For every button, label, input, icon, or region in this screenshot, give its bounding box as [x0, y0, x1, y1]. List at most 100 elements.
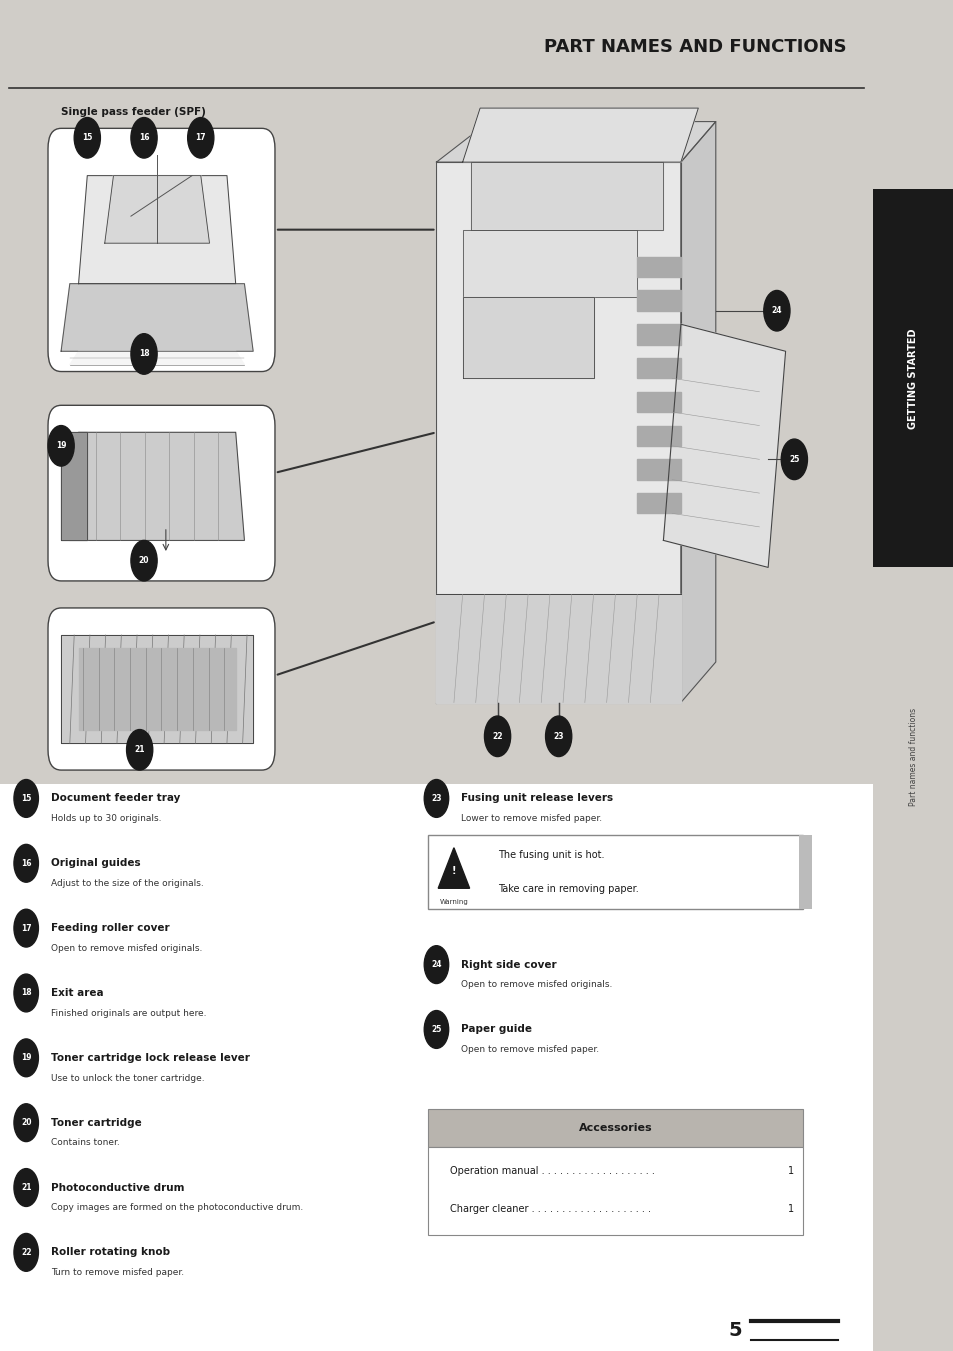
Text: 5: 5	[727, 1321, 741, 1340]
Text: Warning: Warning	[439, 900, 468, 905]
Polygon shape	[680, 122, 715, 703]
Polygon shape	[61, 635, 253, 743]
Circle shape	[763, 290, 789, 331]
Text: 24: 24	[431, 961, 441, 969]
Text: Roller rotating knob: Roller rotating knob	[51, 1247, 170, 1258]
FancyBboxPatch shape	[427, 835, 802, 909]
Text: 21: 21	[21, 1183, 31, 1192]
FancyBboxPatch shape	[48, 405, 274, 581]
Polygon shape	[70, 351, 244, 365]
Text: 23: 23	[431, 794, 441, 802]
Text: 1: 1	[787, 1204, 794, 1215]
Polygon shape	[61, 284, 253, 351]
Polygon shape	[637, 392, 680, 412]
Text: 18: 18	[21, 989, 31, 997]
Text: Use to unlock the toner cartridge.: Use to unlock the toner cartridge.	[51, 1074, 204, 1082]
FancyBboxPatch shape	[48, 608, 274, 770]
Text: Toner cartridge: Toner cartridge	[51, 1117, 141, 1128]
Text: 1: 1	[787, 1166, 794, 1177]
Circle shape	[14, 1169, 38, 1206]
Text: 25: 25	[431, 1025, 441, 1034]
Polygon shape	[637, 459, 680, 480]
Circle shape	[14, 1233, 38, 1271]
Circle shape	[14, 974, 38, 1012]
Text: 17: 17	[195, 134, 206, 142]
Polygon shape	[78, 176, 235, 284]
Text: 15: 15	[21, 794, 31, 802]
Text: Open to remove misfed paper.: Open to remove misfed paper.	[460, 1046, 598, 1054]
Circle shape	[74, 118, 100, 158]
Circle shape	[424, 1011, 448, 1048]
Polygon shape	[436, 594, 680, 703]
Circle shape	[424, 780, 448, 817]
Text: Copy images are formed on the photoconductive drum.: Copy images are formed on the photocondu…	[51, 1204, 302, 1212]
Circle shape	[14, 1039, 38, 1077]
Text: Lower to remove misfed paper.: Lower to remove misfed paper.	[460, 815, 601, 823]
FancyBboxPatch shape	[0, 0, 872, 88]
Circle shape	[14, 1104, 38, 1142]
Text: 15: 15	[82, 134, 92, 142]
Text: 17: 17	[21, 924, 31, 932]
Circle shape	[131, 334, 157, 374]
Text: 18: 18	[138, 350, 150, 358]
Text: Open to remove misfed originals.: Open to remove misfed originals.	[460, 981, 612, 989]
Circle shape	[48, 426, 74, 466]
Text: 23: 23	[553, 732, 563, 740]
Text: Holds up to 30 originals.: Holds up to 30 originals.	[51, 815, 161, 823]
Text: Turn to remove misfed paper.: Turn to remove misfed paper.	[51, 1269, 184, 1277]
Circle shape	[188, 118, 213, 158]
Text: Paper guide: Paper guide	[460, 1024, 532, 1035]
Polygon shape	[637, 493, 680, 513]
Polygon shape	[70, 432, 244, 540]
Text: 21: 21	[134, 746, 145, 754]
Text: 20: 20	[138, 557, 149, 565]
FancyBboxPatch shape	[798, 835, 811, 909]
Polygon shape	[436, 162, 680, 703]
Text: Document feeder tray: Document feeder tray	[51, 793, 180, 804]
Text: 16: 16	[21, 859, 31, 867]
Circle shape	[14, 844, 38, 882]
Text: 19: 19	[56, 442, 67, 450]
Polygon shape	[637, 257, 680, 277]
Circle shape	[131, 118, 157, 158]
Polygon shape	[462, 108, 698, 162]
Circle shape	[545, 716, 571, 757]
Polygon shape	[662, 324, 785, 567]
Text: Right side cover: Right side cover	[460, 959, 556, 970]
Text: Part names and functions: Part names and functions	[908, 708, 917, 805]
Text: Feeding roller cover: Feeding roller cover	[51, 923, 169, 934]
Polygon shape	[78, 648, 235, 730]
Circle shape	[131, 540, 157, 581]
Polygon shape	[105, 176, 210, 243]
Text: Open to remove misfed originals.: Open to remove misfed originals.	[51, 944, 202, 952]
Text: 22: 22	[492, 732, 502, 740]
Text: Photoconductive drum: Photoconductive drum	[51, 1182, 184, 1193]
Text: Original guides: Original guides	[51, 858, 140, 869]
Text: PART NAMES AND FUNCTIONS: PART NAMES AND FUNCTIONS	[543, 38, 846, 57]
FancyBboxPatch shape	[427, 1147, 802, 1235]
Polygon shape	[462, 297, 593, 378]
Text: Charger cleaner . . . . . . . . . . . . . . . . . . . .: Charger cleaner . . . . . . . . . . . . …	[449, 1204, 650, 1215]
Polygon shape	[471, 162, 662, 230]
Circle shape	[127, 730, 152, 770]
Text: 25: 25	[788, 455, 799, 463]
FancyBboxPatch shape	[0, 95, 872, 784]
Text: 19: 19	[21, 1054, 31, 1062]
Text: !: !	[451, 866, 456, 875]
Text: Exit area: Exit area	[51, 988, 103, 998]
Circle shape	[424, 946, 448, 984]
FancyBboxPatch shape	[427, 1109, 802, 1147]
Text: 24: 24	[771, 307, 781, 315]
Text: Toner cartridge lock release lever: Toner cartridge lock release lever	[51, 1052, 250, 1063]
Polygon shape	[637, 290, 680, 311]
Polygon shape	[436, 122, 715, 162]
Circle shape	[781, 439, 806, 480]
Circle shape	[14, 909, 38, 947]
Text: 20: 20	[21, 1119, 31, 1127]
Text: Take care in removing paper.: Take care in removing paper.	[497, 884, 638, 894]
Text: Single pass feeder (SPF): Single pass feeder (SPF)	[61, 107, 206, 116]
Polygon shape	[437, 848, 469, 889]
Circle shape	[484, 716, 510, 757]
Polygon shape	[637, 324, 680, 345]
FancyBboxPatch shape	[872, 189, 953, 567]
